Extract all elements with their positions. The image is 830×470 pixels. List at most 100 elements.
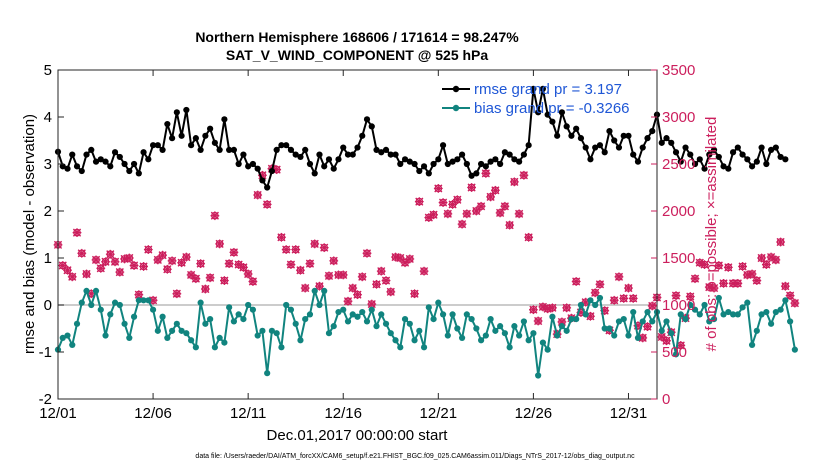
obs-assimilated-marker <box>429 210 438 220</box>
rmse-point <box>729 149 737 156</box>
rmse-point <box>615 144 623 151</box>
obs-assimilated-marker <box>143 245 153 254</box>
rmse-point <box>378 149 385 156</box>
bias-point <box>149 306 157 313</box>
rmse-point <box>292 151 299 158</box>
rmse-point <box>701 165 708 172</box>
rmse-point <box>192 135 199 142</box>
rmse-point <box>592 144 599 151</box>
obs-assimilated-marker <box>614 272 624 282</box>
bias-point <box>592 301 599 309</box>
obs-assimilated-marker <box>500 201 510 211</box>
obs-assimilated-marker <box>776 237 786 247</box>
obs-assimilated-marker <box>747 269 757 279</box>
bias-point <box>197 299 204 306</box>
rmse-point <box>687 151 694 158</box>
bias-point <box>292 320 299 327</box>
obs-assimilated-marker <box>110 257 120 267</box>
rmse-point <box>216 146 223 153</box>
bias-point <box>107 311 114 318</box>
x-tick-label: 12/26 <box>515 405 553 422</box>
rmse-point <box>439 142 447 149</box>
rmse-point <box>401 156 409 163</box>
rmse-point <box>444 160 451 168</box>
legend-bias-label: bias grand pr = -0.3266 <box>474 100 630 117</box>
y-tick-label: 1 <box>44 250 52 267</box>
bias-point <box>168 327 176 334</box>
obs-assimilated-marker <box>671 291 681 300</box>
rmse-point <box>130 160 138 168</box>
rmse-point <box>734 144 741 151</box>
x-tick-label: 12/16 <box>324 405 362 422</box>
rmse-point <box>107 163 114 170</box>
obs-assimilated-marker <box>410 289 419 299</box>
bias-point <box>173 320 180 327</box>
rmse-point <box>772 144 779 151</box>
rmse-point <box>245 163 252 170</box>
rmse-point <box>558 109 566 116</box>
rmse-point <box>420 163 428 170</box>
bias-point <box>568 316 575 323</box>
legend-bias-marker <box>452 104 460 112</box>
rmse-point <box>473 170 480 177</box>
obs-assimilated-marker <box>443 209 453 219</box>
rmse-point <box>278 142 285 149</box>
rmse-point <box>397 160 404 168</box>
rmse-point <box>83 151 90 158</box>
bias-point <box>601 325 608 332</box>
rmse-point <box>449 158 456 165</box>
obs-assimilated-marker <box>709 283 719 293</box>
bias-point <box>344 318 352 325</box>
obs-assimilated-marker <box>72 228 82 238</box>
rmse-point <box>625 132 632 139</box>
bias-point <box>516 332 523 339</box>
bias-point <box>468 316 475 323</box>
bias-point <box>178 327 185 334</box>
obs-assimilated-marker <box>785 291 795 300</box>
bias-point <box>159 313 166 320</box>
obs-assimilated-marker <box>433 184 443 193</box>
bias-point <box>539 339 547 346</box>
rmse-point <box>321 163 328 170</box>
rmse-point <box>354 144 361 151</box>
bias-point <box>791 346 798 353</box>
bias-point <box>416 327 423 334</box>
bias-point <box>611 332 618 339</box>
rmse-point <box>73 163 81 170</box>
rmse-point <box>140 149 147 156</box>
rmse-point <box>111 149 119 156</box>
bias-point <box>283 301 290 309</box>
rmse-point <box>116 153 123 161</box>
bias-point <box>188 337 195 344</box>
rmse-point <box>287 146 295 153</box>
bias-point <box>725 308 732 316</box>
bias-point <box>302 316 309 323</box>
bias-point <box>140 297 147 304</box>
bias-point <box>64 332 71 339</box>
rmse-point <box>530 85 537 92</box>
rmse-point <box>554 132 561 139</box>
y2-tick-label: 3500 <box>662 62 695 79</box>
y2-tick-label: 1500 <box>662 250 695 267</box>
obs-assimilated-marker <box>91 255 101 265</box>
bias-point <box>116 301 123 309</box>
rmse-point <box>582 144 589 151</box>
bias-point <box>235 311 242 318</box>
obs-assimilated-marker <box>476 201 486 211</box>
bias-point <box>682 316 689 323</box>
bias-point <box>340 306 347 313</box>
bias-point <box>135 297 142 304</box>
obs-assimilated-marker <box>129 261 139 270</box>
rmse-point <box>492 156 499 163</box>
y2-tick-label: 0 <box>662 391 670 408</box>
bias-point <box>701 301 708 309</box>
y2-tick-label: 1000 <box>662 297 695 314</box>
bias-point <box>192 344 199 351</box>
bias-point <box>126 334 133 341</box>
bias-point <box>663 318 670 325</box>
obs-assimilated-marker <box>719 278 728 288</box>
bias-point <box>506 344 513 351</box>
obs-assimilated-marker <box>700 260 709 269</box>
obs-assimilated-marker <box>348 283 358 293</box>
obs-assimilated-marker <box>790 298 800 308</box>
